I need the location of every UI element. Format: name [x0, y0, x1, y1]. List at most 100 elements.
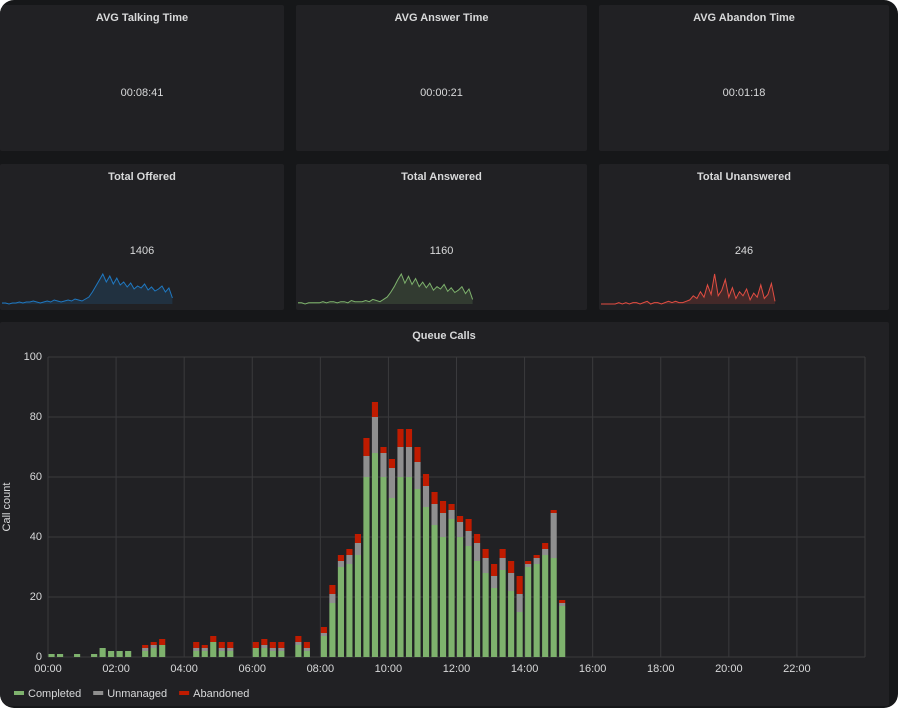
bar-segment — [465, 546, 472, 657]
legend-label[interactable]: Completed — [28, 688, 81, 700]
bar-segment — [397, 477, 404, 657]
bar-segment — [363, 438, 370, 456]
bar-segment — [559, 603, 566, 606]
bar-segment — [422, 486, 430, 507]
x-tick-label: 02:00 — [102, 663, 130, 675]
x-tick-label: 12:00 — [443, 663, 471, 675]
x-tick-label: 18:00 — [647, 663, 675, 675]
x-tick-label: 00:00 — [34, 663, 62, 675]
x-tick-label: 08:00 — [307, 663, 335, 675]
bar-segment — [303, 651, 310, 657]
bar-segment — [533, 555, 540, 558]
bar-segment — [448, 504, 455, 510]
stat-value: 00:01:18 — [723, 87, 766, 99]
sparkline — [2, 272, 173, 305]
legend-label[interactable]: Unmanaged — [107, 688, 167, 700]
panel-title: AVG Answer Time — [395, 12, 489, 24]
bar-segment — [525, 561, 532, 564]
bar-segment — [201, 651, 208, 657]
bar-segment — [422, 507, 430, 657]
panel-title: AVG Abandon Time — [693, 12, 795, 24]
bar-segment — [269, 642, 276, 648]
bar-segment — [405, 447, 413, 477]
x-tick-label: 22:00 — [783, 663, 811, 675]
bar-segment — [491, 564, 498, 576]
bar-segment — [465, 531, 472, 546]
bar-segment — [201, 648, 208, 651]
bar-segment — [346, 549, 353, 555]
sparkline-area — [298, 274, 473, 304]
bar-segment — [48, 654, 55, 657]
y-axis-label: Call count — [1, 483, 13, 532]
bar-segment — [193, 651, 200, 657]
bar-segment — [320, 627, 327, 633]
bar-segment — [431, 525, 438, 657]
bar-segment — [448, 510, 455, 519]
bar-segment — [201, 645, 208, 648]
bar-segment — [516, 576, 523, 594]
bar-segment — [295, 645, 302, 657]
x-tick-label: 16:00 — [579, 663, 607, 675]
bar-segment — [269, 651, 276, 657]
y-tick-label: 0 — [36, 651, 42, 663]
bar-segment — [278, 651, 285, 657]
stat-value: 246 — [735, 245, 753, 257]
bar-segment — [252, 642, 259, 648]
bar-segment — [303, 642, 310, 648]
bar-segment — [465, 519, 472, 531]
bar-segment — [261, 648, 268, 657]
legend-swatch[interactable] — [179, 691, 190, 695]
bar-segment — [269, 648, 276, 651]
bar-segment — [91, 654, 98, 657]
bar-segment — [508, 573, 515, 591]
legend-swatch[interactable] — [93, 691, 104, 695]
bar-segment — [227, 648, 234, 651]
bar-segment — [388, 468, 396, 498]
bar-segment — [329, 585, 336, 594]
bar-segment — [337, 567, 344, 657]
bar-segment — [439, 513, 447, 537]
bar-segment — [431, 492, 438, 504]
bar-segment — [559, 600, 566, 603]
stat-panel[interactable] — [0, 164, 284, 310]
bar-segment — [218, 642, 225, 648]
stat-panel[interactable] — [296, 5, 587, 151]
stat-value: 00:08:41 — [121, 87, 164, 99]
bar-segment — [320, 633, 327, 636]
bar-segment — [142, 648, 149, 651]
bar-segment — [405, 477, 413, 657]
bar-segment — [346, 555, 353, 564]
bar-segment — [210, 642, 217, 657]
bar-segment — [210, 636, 217, 642]
stat-panel[interactable] — [599, 164, 889, 310]
legend-label[interactable]: Abandoned — [193, 688, 249, 700]
bar-segment — [337, 561, 344, 567]
bar-segment — [397, 447, 404, 477]
panel-title: AVG Talking Time — [96, 12, 188, 24]
bar-segment — [508, 591, 515, 657]
bar-segment — [159, 639, 166, 645]
bar-segment — [218, 648, 225, 651]
bar-segment — [108, 651, 115, 657]
sparkline — [298, 272, 474, 305]
bar-segment — [499, 558, 506, 570]
stat-panel[interactable] — [599, 5, 889, 151]
bar-segment — [457, 522, 464, 537]
bar-segment — [542, 555, 549, 657]
stat-panel[interactable] — [296, 164, 587, 310]
bar-segment — [482, 558, 489, 573]
chart-title: Queue Calls — [412, 330, 476, 342]
bar-segment — [320, 636, 327, 657]
y-tick-label: 80 — [30, 411, 42, 423]
stat-panel[interactable] — [0, 5, 284, 151]
sparkline — [601, 273, 776, 305]
bar-segment — [329, 594, 336, 603]
bar-segment — [278, 642, 285, 648]
legend-swatch[interactable] — [14, 691, 24, 695]
bar-segment — [227, 651, 234, 657]
bar-segment — [499, 570, 506, 657]
bar-segment — [491, 576, 498, 588]
bar-segment — [448, 519, 455, 657]
bar-segment — [474, 534, 481, 543]
